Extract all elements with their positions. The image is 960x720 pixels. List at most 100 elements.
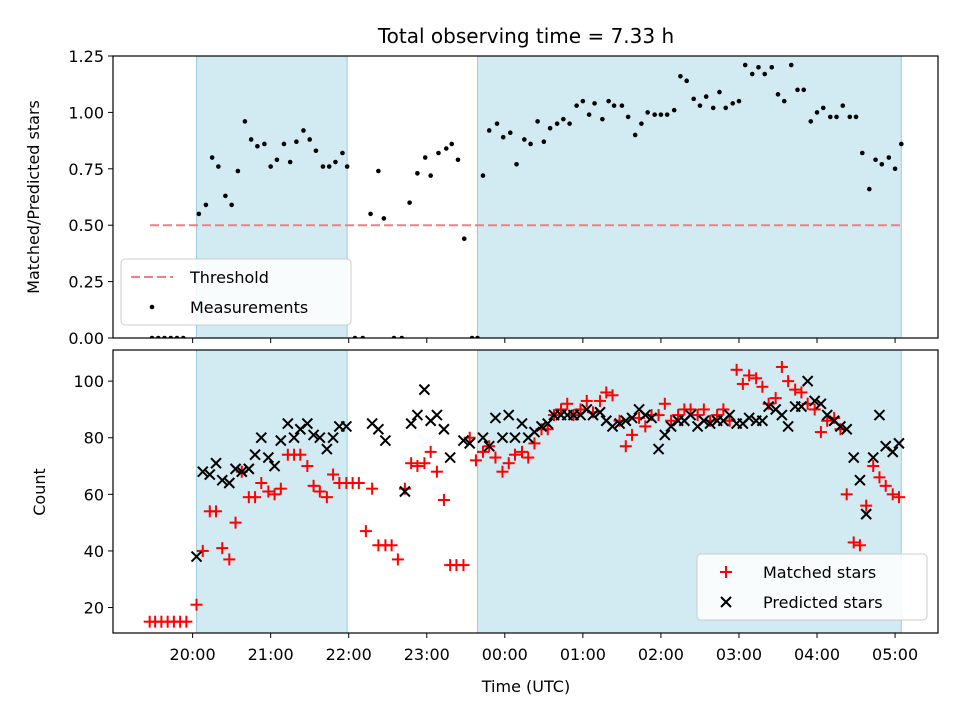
- predicted-star-point: [860, 508, 872, 520]
- matched-star-point: [574, 403, 587, 416]
- matched-star-point: [262, 485, 275, 498]
- measurement-point: [859, 150, 865, 156]
- matched-star-point: [418, 457, 431, 470]
- predicted-star-point: [321, 443, 333, 455]
- measurement-point: [415, 171, 420, 176]
- predicted-star-point: [756, 415, 769, 427]
- matched-star-point: [229, 516, 242, 529]
- measurement-point: [795, 87, 800, 93]
- matched-star-point: [437, 493, 450, 506]
- matched-star-point: [860, 499, 873, 512]
- predicted-star-point: [535, 420, 548, 433]
- predicted-star-point: [327, 432, 339, 444]
- matched-star-point: [190, 598, 203, 611]
- predicted-star-point: [613, 417, 626, 430]
- measurement-point: [486, 128, 492, 133]
- matched-star-point: [515, 445, 528, 458]
- predicted-star-point: [399, 485, 411, 498]
- predicted-star-point: [704, 417, 716, 430]
- predicted-star-point: [477, 432, 489, 444]
- measurement-point: [381, 216, 387, 221]
- top-x-ticks: [192, 338, 896, 343]
- measurement-point: [775, 92, 781, 97]
- matched-star-point: [522, 451, 535, 464]
- measurement-point: [242, 119, 248, 124]
- measurement-point: [574, 103, 579, 108]
- predicted-star-point: [684, 409, 697, 421]
- measurement-point: [606, 98, 611, 104]
- top-ytick-label-0: 0.00: [68, 329, 104, 348]
- matched-star-point: [775, 360, 788, 373]
- measurement-point: [788, 62, 794, 68]
- predicted-star-point: [457, 434, 470, 447]
- matched-star-point: [489, 451, 502, 464]
- measurement-point: [567, 121, 572, 126]
- top-axes-frame: [112, 55, 939, 339]
- matched-star-point: [508, 448, 521, 461]
- measurement-point: [203, 202, 209, 208]
- measurement-point: [196, 211, 202, 217]
- predicted-star-point: [223, 477, 236, 489]
- predicted-star-point: [288, 432, 300, 444]
- predicted-star-point: [216, 474, 228, 486]
- matched-star-point: [210, 505, 223, 518]
- predicted-star-point: [483, 440, 495, 452]
- measurement-point: [235, 168, 241, 174]
- measurement-point: [625, 114, 631, 120]
- measurement-point: [691, 96, 697, 102]
- bottom-ytick-label-2: 60: [84, 485, 104, 504]
- bottom-axes-frame: [112, 349, 939, 634]
- matched-star-point: [600, 386, 613, 399]
- matched-star-point: [626, 428, 639, 441]
- measurement-point: [853, 114, 859, 120]
- measurement-point: [535, 119, 540, 124]
- matched-star-point: [665, 414, 678, 427]
- matched-star-point: [391, 553, 404, 566]
- matched-star-point: [697, 403, 710, 416]
- matched-star-point: [672, 409, 685, 422]
- predicted-star-point: [249, 449, 261, 461]
- measurement-point: [600, 116, 605, 122]
- measurements-legend-label: Measurements: [190, 298, 308, 317]
- measurement-point: [742, 62, 748, 68]
- measurement-point: [697, 103, 703, 108]
- matched-legend-label: Matched stars: [763, 563, 876, 582]
- measurement-point: [652, 112, 657, 117]
- measurement-point: [307, 137, 312, 142]
- measurement-point: [664, 112, 670, 117]
- bottom-x-ticks: 20:00 21:00 22:00 23:00 00:00 01:00 02:00 03:00…: [170, 633, 918, 664]
- measurement-point: [528, 141, 533, 147]
- measurement-point: [678, 74, 683, 79]
- predicted-star-point: [379, 434, 392, 447]
- measurement-point: [619, 103, 625, 108]
- matched-star-point: [873, 471, 886, 484]
- predicted-star-point: [698, 415, 710, 427]
- measurement-point: [313, 148, 319, 154]
- bottom-y-axis-label: Count: [30, 468, 49, 516]
- threshold-legend-label: Threshold: [189, 268, 269, 287]
- measurement-point: [867, 186, 872, 192]
- matched-star-point: [691, 409, 704, 422]
- xtick-label-1: 21:00: [248, 645, 294, 664]
- matched-star-point: [684, 403, 697, 416]
- measurement-point: [428, 173, 433, 178]
- measurement-point: [229, 202, 234, 208]
- predicted-star-point: [229, 463, 242, 475]
- matched-star-point: [249, 491, 262, 504]
- predicted-star-point: [854, 474, 866, 486]
- measurement-point: [834, 114, 839, 120]
- measurement-point: [592, 101, 597, 106]
- predicted-star-point: [197, 465, 209, 478]
- measurement-point: [762, 71, 768, 77]
- predicted-star-point: [782, 420, 794, 433]
- measurement-point: [376, 168, 381, 174]
- predicted-star-point: [776, 409, 788, 421]
- matched-star-point: [405, 457, 418, 470]
- bottom-ytick-label-3: 80: [84, 429, 104, 448]
- predicted-star-point: [762, 400, 775, 413]
- predicted-star-point: [282, 417, 294, 430]
- measurement-point: [344, 164, 350, 169]
- predicted-star-point: [847, 451, 860, 464]
- predicted-star-point: [723, 409, 736, 421]
- measurement-point: [820, 105, 826, 111]
